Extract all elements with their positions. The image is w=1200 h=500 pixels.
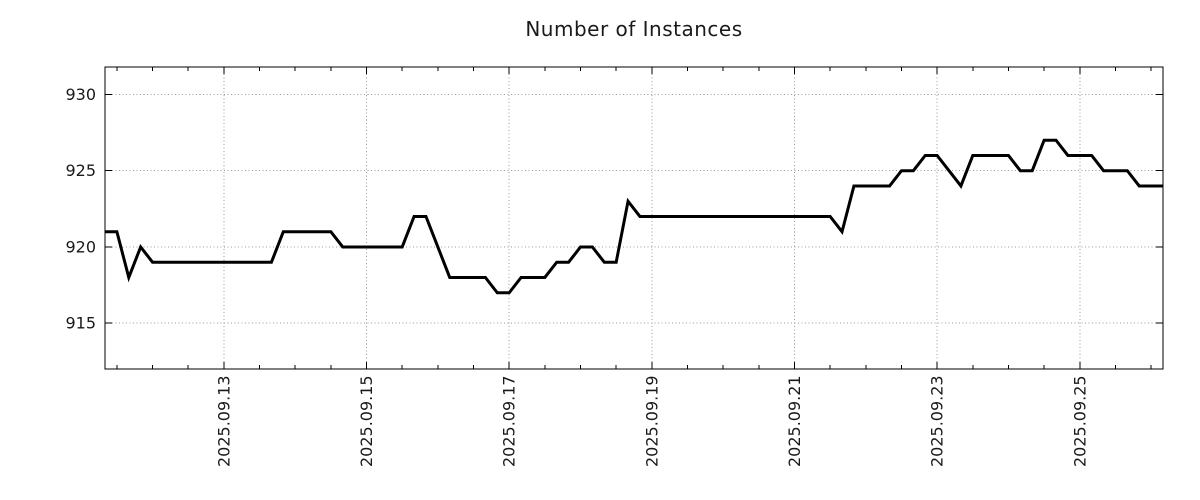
x-tick-label: 2025.09.23 [928,375,947,467]
y-tick-label: 930 [65,85,96,104]
x-tick-label: 2025.09.13 [214,375,233,467]
x-tick-label: 2025.09.15 [357,375,376,467]
y-tick-label: 915 [65,314,96,333]
x-tick-label: 2025.09.25 [1070,375,1089,467]
y-tick-label: 920 [65,237,96,256]
plot-border [104,66,1164,370]
y-tick-label: 925 [65,161,96,180]
data-line [105,138,1163,295]
x-tick-label: 2025.09.19 [642,375,661,467]
x-tick-label: 2025.09.17 [500,375,519,467]
x-tick-label: 2025.09.21 [785,375,804,467]
chart-title: Number of Instances [525,17,743,41]
